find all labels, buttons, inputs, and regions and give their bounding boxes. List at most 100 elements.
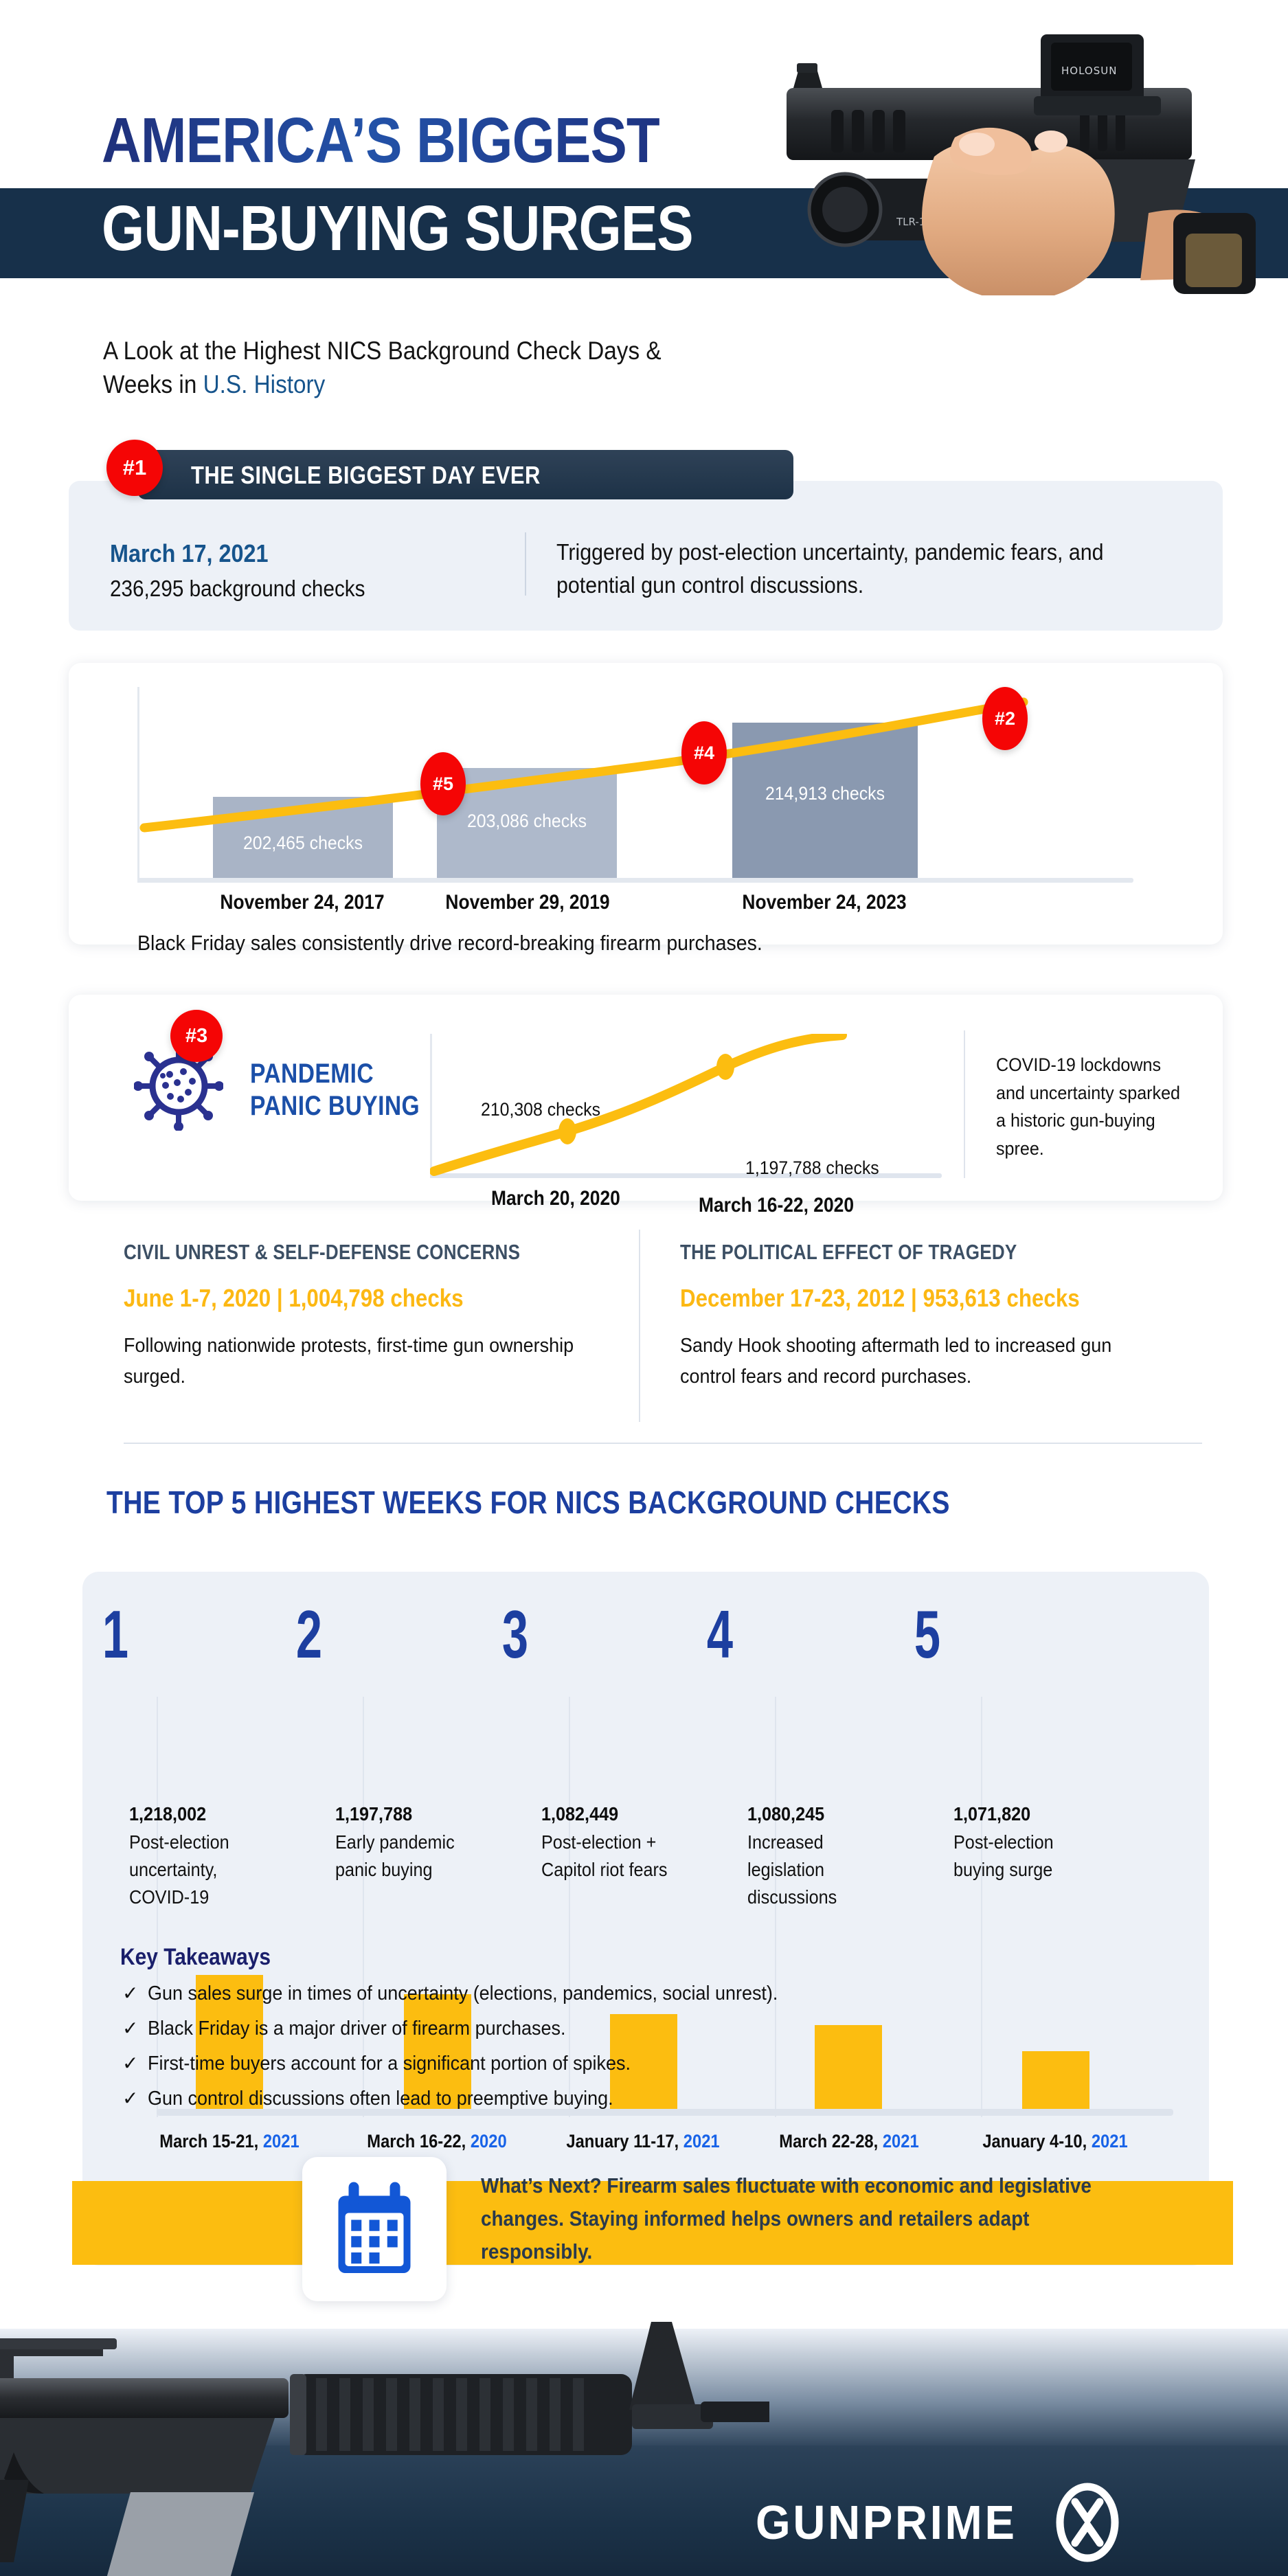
top5-desc-3: Post-election + Capitol riot fears bbox=[541, 1831, 668, 1880]
header: HOLOSUN TLR-1 HL AMERICA’S BIGGEST GUN-B… bbox=[0, 0, 1288, 323]
bar-label-2017: 202,465 checks bbox=[242, 833, 363, 853]
column-body-left: Following nationwide protests, first-tim… bbox=[124, 1335, 574, 1388]
chart-y-axis bbox=[137, 687, 139, 883]
biggest-day-divider bbox=[525, 532, 526, 596]
rank-badge-5: #5 bbox=[420, 752, 466, 815]
biggest-day-date: March 17, 2021 bbox=[110, 539, 269, 567]
top5-title: THE TOP 5 HIGHEST WEEKS FOR NICS BACKGRO… bbox=[106, 1484, 950, 1520]
column-heading-right: THE POLITICAL EFFECT OF TRAGEDY bbox=[680, 1240, 1017, 1264]
rifle-photo bbox=[0, 2322, 769, 2576]
top5-date-main-4: March 22-28, bbox=[779, 2131, 883, 2151]
top5-date-year-4: 2021 bbox=[882, 2131, 919, 2151]
pandemic-description: COVID-19 lockdowns and uncertainty spark… bbox=[996, 1054, 1181, 1159]
pandemic-chart bbox=[430, 1034, 942, 1178]
pandemic-date-2: March 16-22, 2020 bbox=[699, 1194, 855, 1217]
top5-value-2: 1,197,788 bbox=[335, 1803, 413, 1824]
biggest-day-banner: THE SINGLE BIGGEST DAY EVER bbox=[137, 450, 793, 499]
column-heading-left: CIVIL UNREST & SELF-DEFENSE CONCERNS bbox=[124, 1240, 521, 1264]
top5-rank-3: 3 bbox=[501, 1596, 529, 1672]
pandemic-divider bbox=[964, 1030, 965, 1178]
page-subtitle: A Look at the Highest NICS Background Ch… bbox=[103, 334, 734, 401]
chart-x-axis bbox=[137, 878, 1133, 883]
top5-date-2: March 16-22, 2020 bbox=[346, 2131, 528, 2152]
top5-value-1: 1,218,002 bbox=[129, 1803, 207, 1824]
gunprime-mark-icon bbox=[1056, 2483, 1119, 2562]
top5-rank-1: 1 bbox=[102, 1596, 129, 1672]
subtitle-text: A Look at the Highest NICS Background Ch… bbox=[103, 337, 662, 399]
whats-next-text: What’s Next? Firearm sales fluctuate wit… bbox=[481, 2173, 1092, 2264]
bar-label-2019: 203,086 checks bbox=[466, 811, 587, 831]
top5-date-year-5: 2021 bbox=[1091, 2131, 1128, 2151]
top5-bar-5 bbox=[1022, 2051, 1089, 2110]
subtitle-highlight: U.S. History bbox=[203, 370, 326, 399]
column-highlight-right: December 17-23, 2012 | 953,613 checks bbox=[680, 1284, 1080, 1312]
key-takeaway-3: First-time buyers account for a signific… bbox=[148, 2053, 631, 2075]
top5-separator-1 bbox=[157, 1697, 158, 2117]
rank-badge-2: #2 bbox=[982, 687, 1028, 750]
rank-badge-3: #3 bbox=[170, 1010, 223, 1062]
column-highlight-left: June 1-7, 2020 | 1,004,798 checks bbox=[124, 1284, 464, 1312]
page-title-line1: AMERICA’S BIGGEST bbox=[102, 109, 692, 172]
top5-desc-4: Increased legislation discussions bbox=[747, 1831, 837, 1908]
pandemic-date-1: March 20, 2020 bbox=[491, 1187, 620, 1210]
check-icon-3: ✓ bbox=[122, 2053, 139, 2074]
bar-label-2023: 214,913 checks bbox=[765, 783, 885, 804]
black-friday-chart: 202,465 checks 203,086 checks 214,913 ch… bbox=[137, 687, 1133, 883]
whats-next-banner bbox=[72, 2181, 1233, 2265]
bar-date-2019: November 29, 2019 bbox=[445, 891, 610, 914]
top5-date-main-2: March 16-22, bbox=[367, 2131, 471, 2151]
key-takeaway-2: Black Friday is a major driver of firear… bbox=[148, 2018, 566, 2040]
top5-separator-4 bbox=[775, 1697, 776, 2117]
biggest-day-card bbox=[69, 481, 1223, 631]
top5-rank-5: 5 bbox=[914, 1596, 941, 1672]
top5-value-5: 1,071,820 bbox=[953, 1803, 1031, 1824]
check-icon-1: ✓ bbox=[122, 1982, 139, 2004]
top5-value-4: 1,080,245 bbox=[747, 1803, 825, 1824]
top5-card bbox=[82, 1572, 1209, 2266]
top5-rank-2: 2 bbox=[295, 1596, 323, 1672]
pandemic-trend-line bbox=[430, 1034, 847, 1176]
top5-date-main-1: March 15-21, bbox=[159, 2131, 263, 2151]
biggest-day-count: 236,295 background checks bbox=[110, 576, 365, 601]
top5-rank-4: 4 bbox=[706, 1596, 734, 1672]
pandemic-title-line1: PANDEMIC bbox=[250, 1059, 374, 1089]
biggest-day-description: Triggered by post-election uncertainty, … bbox=[556, 539, 1104, 598]
brand-logo: GUNPRIME bbox=[756, 2481, 1120, 2564]
brand-name: GUNPRIME bbox=[756, 2496, 1017, 2549]
top5-bar-2 bbox=[404, 1994, 471, 2110]
top5-date-main-3: January 11-17, bbox=[566, 2131, 683, 2151]
check-icon-4: ✓ bbox=[122, 2088, 139, 2109]
pistol-photo: HOLOSUN TLR-1 HL bbox=[787, 34, 1256, 295]
top5-date-year-1: 2021 bbox=[262, 2131, 300, 2151]
pandemic-x-axis bbox=[430, 1173, 942, 1178]
section-rule bbox=[124, 1443, 1202, 1444]
check-icon-2: ✓ bbox=[122, 2018, 139, 2039]
bar-date-2023: November 24, 2023 bbox=[742, 891, 907, 914]
pandemic-y-axis bbox=[430, 1034, 432, 1178]
black-friday-trend-line bbox=[139, 697, 1028, 833]
top5-date-3: January 11-17, 2021 bbox=[552, 2131, 734, 2152]
column-civil-unrest: CIVIL UNREST & SELF-DEFENSE CONCERNS Jun… bbox=[124, 1240, 625, 1392]
top5-date-4: March 22-28, 2021 bbox=[758, 2131, 940, 2152]
column-separator bbox=[639, 1230, 640, 1422]
top5-value-3: 1,082,449 bbox=[541, 1803, 619, 1824]
page-title-line2: GUN-BUYING SURGES bbox=[102, 192, 694, 264]
column-political-effect: THE POLITICAL EFFECT OF TRAGEDY December… bbox=[680, 1240, 1202, 1392]
key-takeaway-1: Gun sales surge in times of uncertainty … bbox=[148, 1982, 778, 2004]
rank-badge-1: #1 bbox=[106, 440, 163, 496]
top5-separator-3 bbox=[569, 1697, 570, 2117]
top5-date-main-5: January 4-10, bbox=[982, 2131, 1092, 2151]
top5-desc-1: Post-election uncertainty, COVID-19 bbox=[129, 1831, 229, 1908]
bar-2017: 202,465 checks bbox=[213, 797, 393, 878]
top5-desc-5: Post-election buying surge bbox=[953, 1831, 1054, 1880]
pandemic-point-label-2: 1,197,788 checks bbox=[745, 1157, 879, 1178]
rank-badge-4: #4 bbox=[681, 721, 727, 784]
svg-text:HOLOSUN: HOLOSUN bbox=[1061, 65, 1117, 77]
top5-date-year-2: 2020 bbox=[470, 2131, 507, 2151]
key-takeaway-4: Gun control discussions often lead to pr… bbox=[148, 2088, 613, 2110]
top5-axis bbox=[157, 2109, 1173, 2116]
top5-date-1: March 15-21, 2021 bbox=[139, 2131, 320, 2152]
pandemic-card bbox=[69, 995, 1223, 1201]
black-friday-note: Black Friday sales consistently drive re… bbox=[137, 931, 762, 955]
